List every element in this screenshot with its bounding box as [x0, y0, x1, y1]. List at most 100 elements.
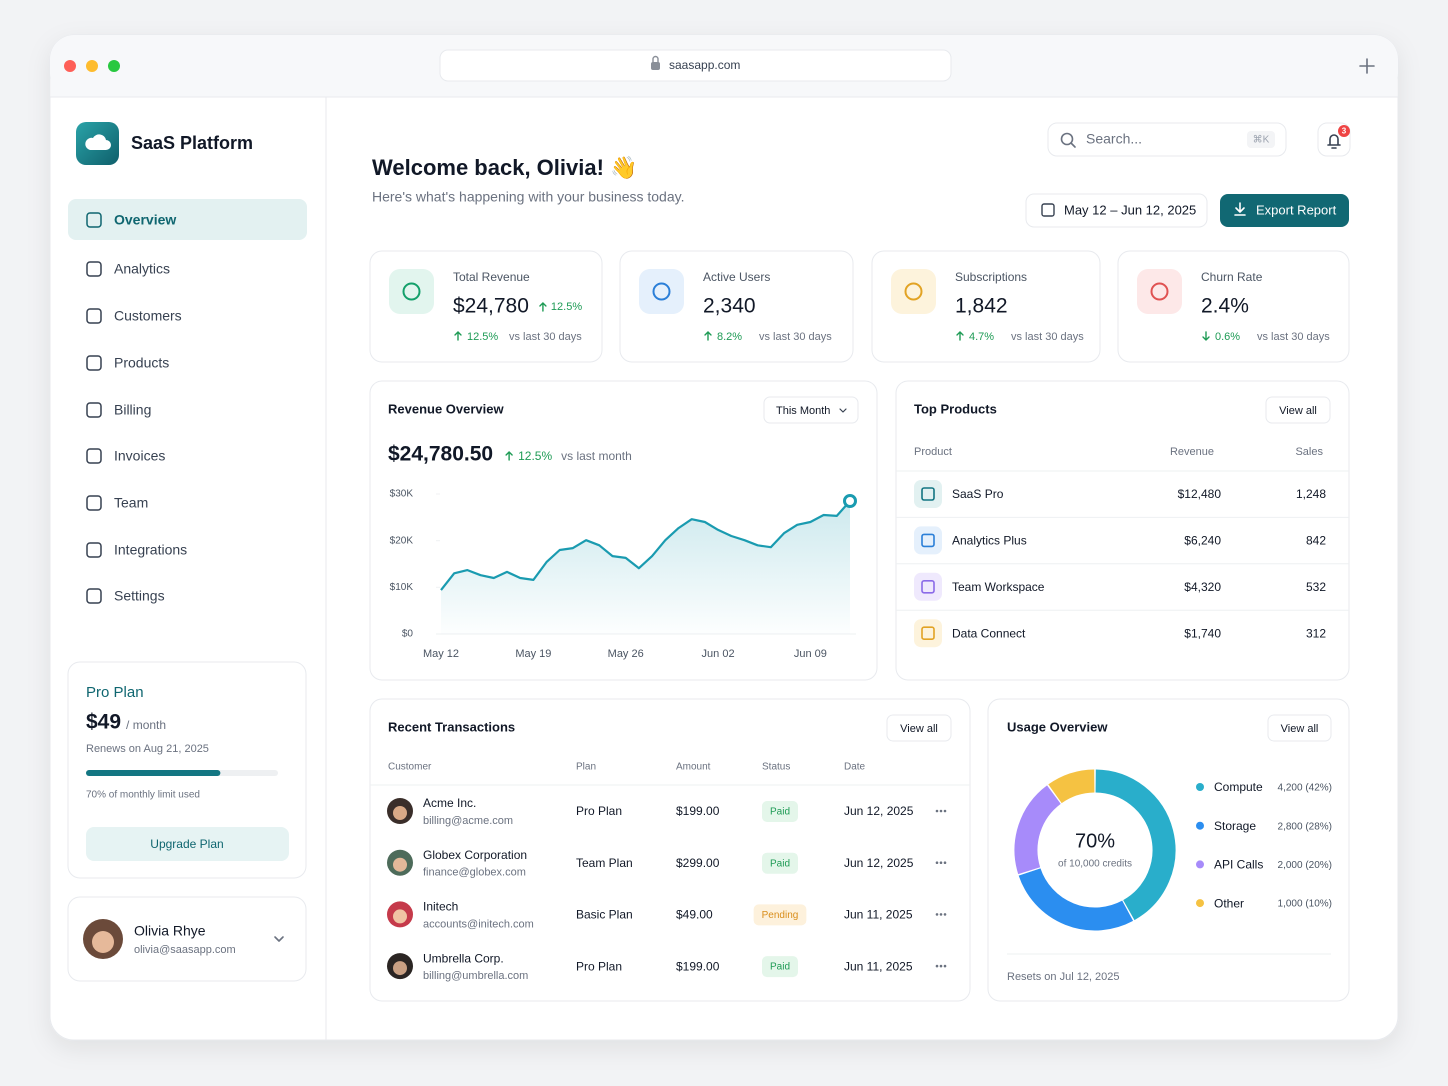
- donut-caption: of 10,000 credits: [1058, 859, 1132, 870]
- export-button[interactable]: [1220, 194, 1349, 227]
- kpi-value: 1,842: [955, 295, 1008, 318]
- view-all-button[interactable]: [1267, 714, 1332, 742]
- product-revenue: $12,480: [1178, 487, 1222, 501]
- revenue-compare: vs last month: [561, 449, 632, 463]
- address-bar[interactable]: [439, 49, 952, 82]
- product-revenue: $4,320: [1184, 580, 1221, 594]
- window-button: [108, 60, 120, 72]
- nav-icon: [86, 355, 102, 371]
- usage-fill: [86, 770, 221, 776]
- product-glyph: [921, 487, 935, 501]
- nav-item[interactable]: Team: [114, 495, 148, 511]
- view-all-button[interactable]: [886, 714, 952, 742]
- user-card[interactable]: [67, 896, 307, 982]
- row-menu: [939, 809, 943, 813]
- nav-icon: [86, 495, 102, 511]
- legend-value: 4,200 (42%): [1278, 783, 1332, 794]
- date: Jun 11, 2025: [844, 908, 913, 922]
- status: Paid: [770, 962, 790, 973]
- customer-name: Globex Corporation: [423, 848, 527, 862]
- nav-hit[interactable]: [68, 483, 307, 523]
- y-tick-label: $0: [402, 629, 414, 640]
- nav-item[interactable]: Billing: [114, 402, 151, 418]
- kpi-glyph: [652, 282, 671, 301]
- row-menu-hit[interactable]: [931, 855, 951, 871]
- kpi-compare: vs last 30 days: [1257, 331, 1330, 343]
- customer-face: [393, 857, 407, 872]
- customer-name: Initech: [423, 900, 458, 914]
- x-tick-label: May 19: [515, 648, 551, 660]
- usage-text: 70% of monthly limit used: [86, 790, 200, 801]
- row-menu: [935, 809, 939, 813]
- product-glyph: [921, 626, 935, 641]
- product-name: Analytics Plus: [952, 534, 1027, 548]
- nav-hit[interactable]: [68, 200, 307, 240]
- kpi-glyph: [904, 282, 923, 301]
- end-point: [843, 494, 857, 508]
- row-menu-hit[interactable]: [931, 803, 951, 819]
- column-header: Date: [844, 762, 866, 773]
- nav-hit[interactable]: [68, 296, 307, 336]
- x-tick-label: May 12: [423, 648, 459, 660]
- column-header: Amount: [676, 762, 711, 773]
- customer-email: finance@globex.com: [423, 867, 526, 879]
- filter-dropdown[interactable]: [763, 396, 859, 424]
- view-all-button[interactable]: [1265, 396, 1331, 424]
- trend-arrow: [454, 331, 462, 341]
- nav-item[interactable]: Integrations: [114, 542, 187, 558]
- row-menu-hit[interactable]: [931, 958, 951, 974]
- customer-face: [393, 909, 407, 924]
- nav-item[interactable]: Analytics: [114, 261, 170, 277]
- view-all[interactable]: View all: [1281, 723, 1319, 735]
- date: Jun 12, 2025: [844, 856, 914, 870]
- date: Jun 12, 2025: [844, 804, 914, 818]
- nav-icon: [86, 212, 102, 228]
- nav-hit[interactable]: [68, 530, 307, 570]
- y-tick-label: $20K: [390, 535, 414, 546]
- date-button[interactable]: [1025, 193, 1208, 228]
- customer-name: Umbrella Corp.: [423, 951, 504, 965]
- nav-hit[interactable]: [68, 249, 307, 289]
- nav-item[interactable]: Invoices: [114, 448, 165, 464]
- notification-count: 3: [1342, 127, 1347, 136]
- trend-arrow: [539, 302, 547, 312]
- nav-item[interactable]: Settings: [114, 588, 165, 604]
- customer-name: Acme Inc.: [423, 796, 476, 810]
- usage-footer: Resets on Jul 12, 2025: [1007, 971, 1120, 983]
- page-subtitle: Here's what's happening with your busine…: [372, 189, 684, 205]
- upgrade-label[interactable]: Upgrade Plan: [150, 837, 223, 851]
- legend-dot: [1196, 860, 1204, 869]
- upgrade-button[interactable]: [86, 827, 289, 861]
- product-icon: [914, 572, 942, 601]
- column-header: Product: [914, 446, 952, 458]
- row-menu-hit[interactable]: [931, 906, 951, 922]
- bell: [1327, 134, 1341, 149]
- amount: $49.00: [676, 908, 713, 922]
- nav-item[interactable]: Products: [114, 355, 169, 371]
- view-all[interactable]: View all: [1279, 405, 1317, 417]
- brand: SaaS Platform: [131, 133, 253, 153]
- plan: Team Plan: [576, 856, 633, 870]
- filter-chevron: [839, 408, 847, 413]
- kpi-compare: vs last 30 days: [1011, 331, 1084, 343]
- search[interactable]: [1047, 122, 1287, 157]
- nav-item[interactable]: Customers: [114, 308, 182, 324]
- product-icon: [914, 619, 942, 648]
- plan: Pro Plan: [576, 804, 622, 818]
- nav-hit[interactable]: [68, 390, 307, 430]
- view-all[interactable]: View all: [900, 723, 938, 735]
- column-header: Status: [762, 762, 790, 773]
- kpi-icon: [639, 269, 684, 314]
- products-card: [895, 380, 1350, 681]
- nav-item[interactable]: Overview: [114, 212, 176, 228]
- url: saasapp.com: [669, 58, 740, 72]
- export-icon: [1234, 202, 1246, 216]
- nav-icon: [86, 588, 102, 604]
- customer-email: accounts@initech.com: [423, 918, 534, 930]
- legend-label: Compute: [1214, 780, 1263, 794]
- nav-hit[interactable]: [68, 436, 307, 476]
- nav-hit[interactable]: [68, 576, 307, 616]
- user-face: [92, 931, 114, 953]
- legend-dot: [1196, 783, 1204, 791]
- nav-hit[interactable]: [68, 343, 307, 383]
